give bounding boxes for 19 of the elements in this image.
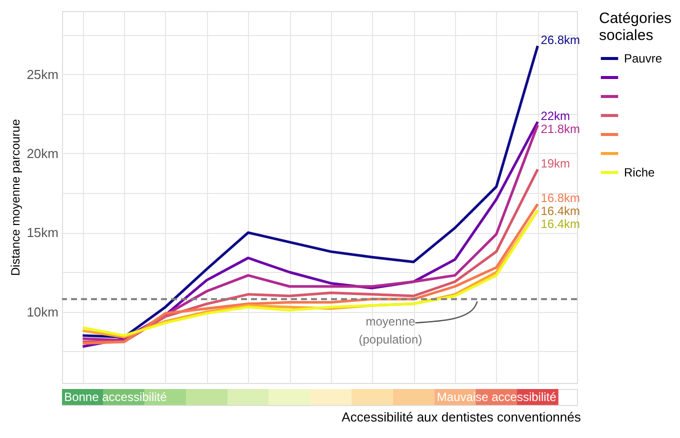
y-tick-label: 25km <box>26 66 58 82</box>
y-axis-title: Distance moyenne parcourue <box>8 118 23 276</box>
legend-title: Catégories sociales <box>599 10 672 44</box>
text: Mauvaise accessibilité <box>436 390 557 404</box>
y-tick-label: 20km <box>26 146 58 161</box>
data-label: 26.8km <box>540 32 580 47</box>
data-label: 16.4km <box>540 217 580 232</box>
x-axis-title: Accessibilité aux dentistes conventionnés <box>342 410 582 424</box>
legend-label: Pauvre <box>624 52 662 66</box>
data-label: 16.4km <box>540 204 580 218</box>
data-label: 22km <box>540 108 570 123</box>
y-tick-label: 15km <box>26 225 58 240</box>
legend-label: Riche <box>624 166 656 180</box>
text: Bonne accessibilité <box>64 390 168 404</box>
data-label: 19km <box>540 156 570 170</box>
y-tick-label: 10km <box>26 304 58 320</box>
data-label: 16.8km <box>540 191 580 206</box>
ref-line-label: moyenne (population) <box>358 314 422 346</box>
data-label: 21.8km <box>540 122 580 136</box>
